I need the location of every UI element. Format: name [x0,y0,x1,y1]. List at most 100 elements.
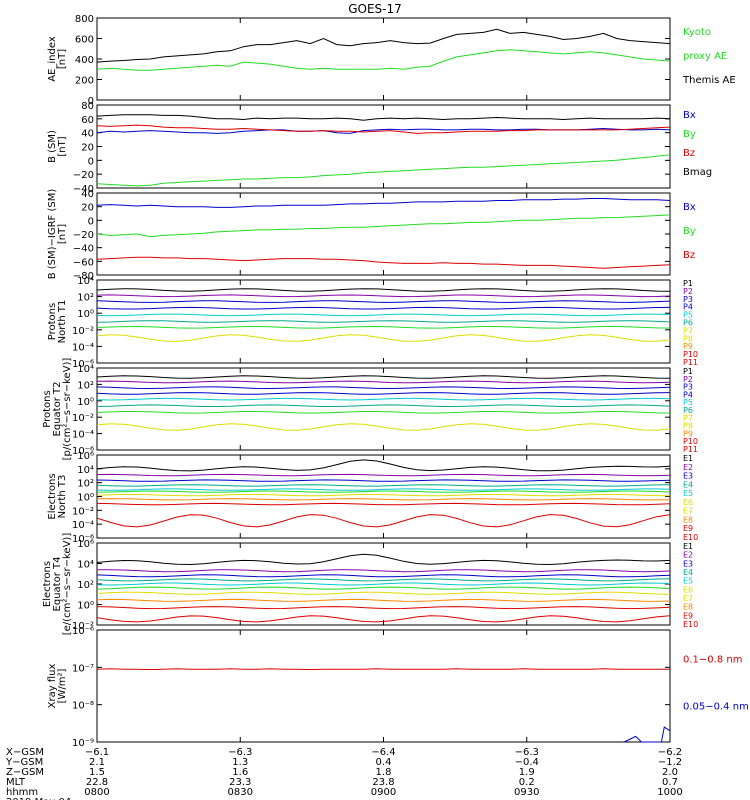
legend-entry: E2 [683,551,693,560]
y-axis-label: Xray flux [47,664,58,709]
flux-channel-line [96,488,671,491]
y-tick-label: 10⁴ [77,560,94,571]
y-axis-label: [p/(cm²−s−sr−keV)] [62,358,73,461]
y-tick-label: 600 [75,35,94,46]
y-tick-label: 10⁻⁴ [72,430,94,441]
y-axis-label: [nT] [57,136,68,156]
series-line [96,668,670,671]
ephemeris-value: 1000 [657,787,682,798]
legend-entry: E5 [683,489,693,498]
flux-channel-line [96,598,671,602]
flux-channel-line [96,334,671,342]
y-tick-label: 10⁴ [77,276,94,287]
flux-channel-line [96,473,671,477]
flux-channel-line [96,397,671,401]
legend-entry: 0.05−0.4 nm [683,701,749,712]
y-tick-label: 60 [81,115,94,126]
legend-entry: P2 [683,375,693,384]
ephemeris-value: −1.2 [658,757,682,768]
flux-channel-line [96,459,671,472]
y-axis-label: AE_index [47,36,58,82]
y-tick-label: 10⁻⁶ [72,359,94,370]
flux-channel-line [96,498,671,501]
y-tick-label: −40 [73,184,94,195]
ephemeris-label: hhmm [6,787,38,798]
legend-entry: P9 [683,429,693,438]
ephemeris-value: −0.4 [515,757,539,768]
legend-entry: P5 [683,311,693,320]
y-tick-label: 20 [81,143,94,154]
legend-entry: By [683,129,696,140]
series-line [96,214,671,238]
flux-channel-line [96,423,671,431]
flux-channel-line [96,404,671,407]
flux-channel-line [96,578,671,582]
y-tick-label: 10⁰ [77,397,94,408]
ephemeris-value: 1.3 [232,757,248,768]
ephemeris-footer: X−GSM −6.1 −6.3 −6.4 −6.3 −6.2 Y−GSM 2.1 1.3 0.4 −… [5,747,683,800]
y-tick-label: 10² [77,479,94,490]
y-axis-label: Electrons [47,473,58,519]
plot-date: 2019 May 04 [6,797,71,800]
legend-entry: P8 [683,334,693,343]
series-line [623,726,671,743]
legend-entry: E3 [683,472,693,481]
legend-entry: P7 [683,414,693,423]
legend-entry: Bx [683,110,696,121]
y-tick-label: 10⁻⁴ [72,342,94,353]
legend-entry: E9 [683,611,693,620]
y-axis-label: [nT] [57,224,68,244]
legend-entry: E8 [683,515,693,524]
legend-entry: P4 [683,303,693,312]
y-tick-label: 800 [75,14,94,25]
legend-entry: P4 [683,390,693,399]
ephemeris-value: 1.5 [89,767,105,778]
y-axis-label: [e/(cm²−s−sr−keV)] [62,533,73,636]
legend-entry: E10 [683,620,698,629]
y-tick-label: 40 [81,189,94,200]
legend-entry: E6 [683,498,693,507]
flux-channel-line [96,288,671,292]
y-tick-label: −20 [73,170,94,181]
y-tick-label: 10⁶ [77,539,94,550]
series-line [96,198,671,208]
flux-channel-line [96,375,671,379]
legend-entry: Themis AE [682,75,736,86]
y-tick-label: −40 [73,244,94,255]
ephemeris-value: 0900 [371,787,396,798]
plot-title: GOES-17 [348,2,402,16]
flux-channel-line [96,325,671,329]
legend-entry: E1 [683,542,693,551]
y-tick-label: −80 [73,271,94,282]
legend-entry: P7 [683,326,693,335]
legend-entry: Bx [683,202,696,213]
y-tick-label: 10⁻⁸ [72,701,94,712]
flux-channel-line [96,306,671,310]
y-tick-label: 10⁻⁴ [72,520,94,531]
panel-frame [96,17,671,101]
ephemeris-value: −6.2 [658,747,682,758]
y-tick-label: 20 [81,203,94,214]
y-axis-label: Electrons [42,561,53,607]
y-tick-label: 10⁻² [72,326,94,337]
ephemeris-value: 0.2 [519,777,535,788]
ephemeris-value: −6.4 [371,747,395,758]
panel-4: 10⁴ 10² 10⁰ 10⁻² 10⁻⁴ 10⁻⁶ Protons North T1 P1P2… [47,276,698,370]
ephemeris-value: 22.8 [86,777,108,788]
flux-channel-line [96,582,671,586]
flux-channel-line [96,591,671,595]
y-tick-label: −60 [73,257,94,268]
y-tick-label: 10⁻⁹ [72,738,94,749]
ephemeris-value: 0830 [228,787,253,798]
legend-entry: P3 [683,295,693,304]
y-tick-label: 10⁻⁶ [72,626,94,637]
legend-entry: E5 [683,577,693,586]
y-tick-label: 400 [75,55,94,66]
legend-entry: P1 [683,279,693,288]
y-axis-label: Protons [47,303,58,340]
flux-channel-line [96,320,671,323]
y-axis-label: [nT] [57,49,68,69]
ephemeris-label: MLT [6,777,26,788]
flux-channel-line [96,294,671,298]
